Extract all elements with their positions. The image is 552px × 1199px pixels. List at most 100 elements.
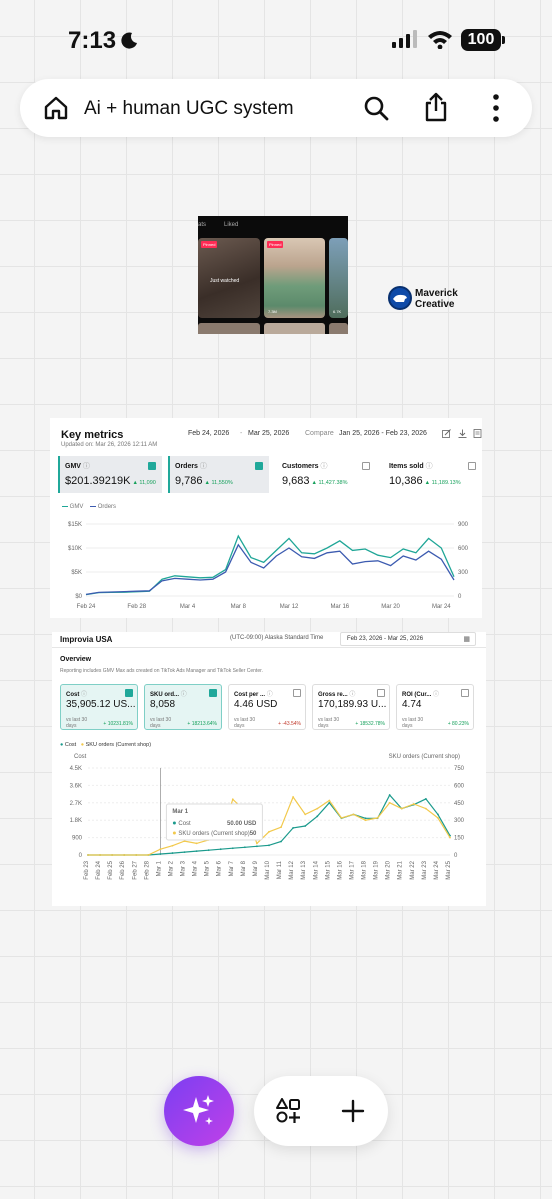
chart-legend: GMV Orders	[62, 504, 116, 510]
y-right-tick-label: 150	[454, 836, 465, 842]
metric-checkbox[interactable]	[209, 689, 217, 697]
metric-checkbox[interactable]	[148, 462, 156, 470]
metric-checkbox[interactable]	[377, 689, 385, 697]
edit-icon[interactable]	[442, 429, 451, 438]
overview-metric[interactable]: SKU ord... ⓘ 8,058 vs last 30 days + 18213.…	[144, 684, 222, 730]
x-tick-label: Mar 8	[241, 860, 247, 876]
metric-value: 8,058	[150, 699, 176, 710]
tooltip-value: 50.00 USD	[227, 821, 257, 827]
overview-metric[interactable]: Cost ⓘ 35,905.12 US... vs last 30 days + 10…	[60, 684, 138, 730]
date-range-text: Feb 23, 2026 - Mar 25, 2026	[347, 636, 424, 642]
data-point	[243, 846, 246, 849]
x-tick-label: Feb 23	[84, 860, 90, 879]
improvia-card[interactable]: Improvia USA (UTC-09:00) Alaska Standard…	[52, 632, 486, 906]
metric-gmv[interactable]: GMV ⓘ $201.39219K ▲ 11,090	[58, 456, 162, 493]
y-tick-label: $5K	[71, 570, 82, 576]
metric-orders[interactable]: Orders ⓘ 9,786 ▲ 11,550%	[168, 456, 269, 493]
metric-change: ▲ 11,090	[132, 480, 156, 486]
metric-checkbox[interactable]	[468, 462, 476, 470]
battery-tip	[502, 36, 505, 44]
metric-customers[interactable]: Customers ⓘ 9,683 ▲ 11,427.38%	[275, 456, 375, 493]
view-count: 7.3M	[268, 309, 277, 314]
metric-checkbox[interactable]	[125, 689, 133, 697]
x-tick-label: Mar 24	[432, 604, 451, 610]
metric-checkbox[interactable]	[362, 462, 370, 470]
overview-metric[interactable]: Cost per ... ⓘ 4.46 USD vs last 30 days + -…	[228, 684, 306, 730]
overview-metric[interactable]: ROI (Cur... ⓘ 4.74 vs last 30 days + 80.23%	[396, 684, 474, 730]
data-point	[268, 844, 270, 847]
x-tick-label: Mar 8	[231, 604, 247, 610]
add-icon[interactable]	[340, 1098, 366, 1124]
x-tick-label: Feb 28	[127, 604, 146, 610]
metric-checkbox[interactable]	[461, 689, 469, 697]
tooltip-dot	[172, 821, 176, 825]
more-options-icon[interactable]	[486, 93, 506, 123]
data-point	[364, 819, 367, 822]
tiktok-screenshot-card[interactable]: ats Liked Pinned Just watched Pinned 7.3…	[198, 216, 348, 334]
x-tick-label: Mar 2	[168, 860, 174, 876]
x-tick-label: Mar 12	[280, 604, 299, 610]
x-tick-label: Feb 26	[120, 860, 126, 879]
maverick-logo[interactable]	[388, 286, 412, 310]
y-tick-label: 0	[79, 853, 83, 859]
tiktok-liked-tab: Liked	[224, 222, 239, 228]
ai-assistant-button[interactable]	[164, 1076, 234, 1146]
y-right-tick-label: 600	[458, 546, 469, 552]
status-bar: 7:13 100	[0, 0, 552, 82]
report-icon[interactable]	[473, 429, 482, 438]
metric-checkbox[interactable]	[293, 689, 301, 697]
metric-label: GMV	[65, 463, 81, 470]
shapes-icon[interactable]	[276, 1098, 302, 1124]
legend-gmv: GMV	[69, 504, 84, 510]
search-icon[interactable]	[362, 94, 390, 122]
key-metrics-card[interactable]: Key metrics Updated on: Mar 26, 2026 12:…	[50, 418, 482, 618]
series-line-orders	[85, 543, 455, 596]
download-icon[interactable]	[458, 429, 467, 438]
compare-range[interactable]: Jan 25, 2026 - Feb 23, 2026	[339, 430, 427, 437]
key-metrics-chart: $0 $5K $10K $15K 0 300 600 900 Feb 24 Feb 28 Mar 4…	[68, 522, 469, 610]
data-point	[159, 848, 162, 851]
tooltip-title: Mar 1	[172, 809, 188, 815]
updated-timestamp: Updated on: Mar 26, 2026 12:11 AM	[61, 442, 158, 448]
metric-change: ▲ 11,427.38%	[311, 480, 348, 486]
x-tick-label: Mar 12	[289, 860, 295, 879]
data-point	[219, 848, 222, 851]
metric-items-sold[interactable]: Items sold ⓘ 10,386 ▲ 11,189.13%	[382, 456, 480, 493]
comparison-label: vs last 30 days	[402, 717, 424, 729]
x-tick-label: Mar 14	[313, 860, 319, 879]
legend-cost: Cost	[64, 742, 77, 748]
data-point	[99, 854, 101, 856]
metric-label: Cost	[66, 692, 80, 698]
data-point	[268, 830, 270, 833]
data-point	[316, 815, 319, 818]
bottom-dock	[254, 1076, 388, 1146]
video-caption: Just watched	[210, 278, 240, 284]
y-right-tick-label: 450	[454, 801, 465, 807]
x-tick-label: Mar 1	[156, 860, 162, 876]
legend-sku: SKU orders (Current shop)	[85, 742, 152, 748]
share-icon[interactable]	[422, 91, 450, 123]
metric-label: Customers	[282, 463, 319, 470]
data-point	[292, 827, 295, 829]
data-point	[328, 799, 331, 802]
metric-change: + 18213.64%	[187, 721, 217, 727]
overview-metric[interactable]: Gross re... ⓘ 170,189.93 U... vs last 30 d…	[312, 684, 390, 730]
date-range-end[interactable]: Mar 25, 2026	[248, 430, 290, 437]
video-thumbnail	[264, 323, 325, 334]
metric-change: ▲ 11,189.13%	[424, 480, 461, 486]
shop-name: Improvia USA	[60, 635, 113, 644]
data-point	[437, 816, 439, 819]
x-tick-label: Mar 23	[422, 860, 428, 879]
data-point	[304, 813, 307, 816]
data-point	[256, 845, 258, 848]
tiktok-tabs: ats Liked	[198, 222, 348, 232]
data-point	[195, 842, 198, 845]
y-right-axis-label: SKU orders (Current shop)	[389, 754, 460, 760]
metric-change: + -43.54%	[278, 721, 301, 727]
date-range-picker[interactable]: Feb 23, 2026 - Mar 25, 2026 ▦	[340, 632, 476, 646]
date-range-start[interactable]: Feb 24, 2026	[188, 430, 230, 437]
data-point	[424, 807, 427, 810]
x-tick-label: Mar 20	[386, 860, 392, 879]
metric-checkbox[interactable]	[255, 462, 263, 470]
home-icon[interactable]	[42, 94, 70, 122]
